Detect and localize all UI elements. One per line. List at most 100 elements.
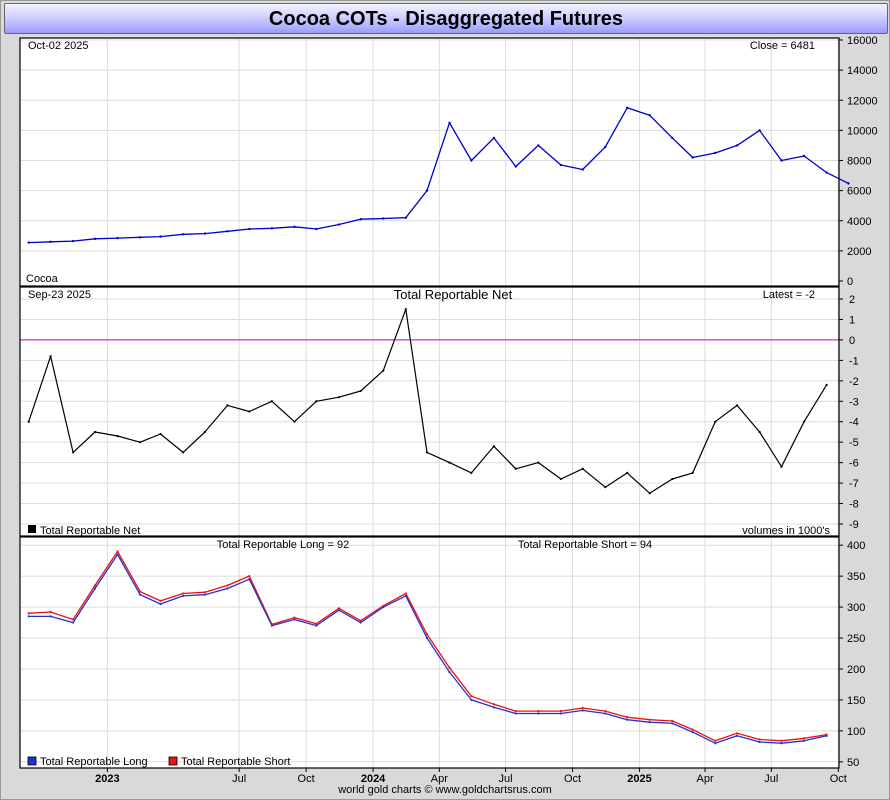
long-point bbox=[72, 621, 75, 624]
net-ytick-label: -1 bbox=[849, 355, 859, 367]
ls-ytick-label: 150 bbox=[847, 695, 865, 707]
long-point bbox=[780, 742, 783, 745]
net-point bbox=[626, 471, 629, 474]
ls-ytick-label: 250 bbox=[847, 633, 865, 645]
price-point bbox=[359, 218, 362, 221]
long-point bbox=[735, 734, 739, 737]
net-point bbox=[514, 467, 517, 470]
short-point bbox=[648, 718, 651, 721]
price-point bbox=[293, 225, 296, 228]
short-point bbox=[27, 612, 30, 615]
title-bar: Cocoa COTs - Disaggregated Futures bbox=[4, 3, 888, 34]
net-ytick-label: 0 bbox=[849, 335, 855, 347]
short-point bbox=[714, 739, 717, 742]
short-point bbox=[72, 618, 75, 621]
price-ytick-label: 6000 bbox=[847, 186, 871, 198]
net-point bbox=[492, 445, 496, 448]
long-point bbox=[581, 709, 584, 712]
short-point bbox=[181, 592, 185, 595]
long-point bbox=[116, 553, 119, 556]
long-point bbox=[226, 587, 229, 590]
price-point bbox=[226, 230, 229, 233]
net-point bbox=[139, 441, 142, 444]
long-point bbox=[470, 698, 473, 702]
net-point bbox=[226, 404, 229, 407]
long-point bbox=[425, 636, 429, 640]
net-point bbox=[825, 383, 828, 387]
net-point bbox=[203, 430, 207, 434]
short-legend-label: Total Reportable Short bbox=[181, 756, 290, 768]
x-tick-label: Oct bbox=[298, 773, 315, 785]
price-point bbox=[825, 171, 828, 174]
short-point bbox=[780, 739, 783, 742]
long-point bbox=[337, 609, 340, 612]
net-point bbox=[758, 430, 761, 434]
short-point bbox=[559, 709, 563, 713]
price-close-label: Close = 6481 bbox=[750, 40, 815, 52]
price-point bbox=[116, 236, 119, 240]
x-tick-label: Jul bbox=[764, 773, 778, 785]
x-tick-label: Oct bbox=[564, 773, 581, 785]
short-point bbox=[203, 591, 207, 594]
price-point bbox=[181, 233, 185, 236]
short-point bbox=[470, 695, 473, 698]
price-series-line bbox=[28, 107, 849, 244]
short-point bbox=[49, 610, 52, 614]
net-ytick-label: -8 bbox=[849, 499, 859, 511]
price-point bbox=[780, 159, 783, 162]
price-ytick-label: 12000 bbox=[847, 95, 878, 107]
price-point bbox=[648, 114, 651, 117]
price-point bbox=[581, 168, 584, 171]
long-point bbox=[27, 615, 30, 618]
price-ytick-label: 14000 bbox=[847, 65, 878, 77]
price-point bbox=[49, 240, 52, 244]
price-point bbox=[138, 236, 142, 239]
price-ytick-label: 0 bbox=[847, 276, 853, 288]
price-series-label: Cocoa bbox=[26, 273, 59, 285]
net-point bbox=[181, 451, 185, 454]
net-point bbox=[780, 465, 783, 468]
long-point bbox=[293, 618, 296, 621]
price-point bbox=[559, 163, 563, 167]
price-point bbox=[625, 106, 629, 109]
ls-ytick-label: 400 bbox=[847, 540, 865, 552]
price-ytick-label: 2000 bbox=[847, 246, 871, 258]
short-latest-label: Total Reportable Short = 94 bbox=[518, 539, 652, 551]
short-point bbox=[116, 550, 119, 553]
long-point bbox=[671, 722, 674, 725]
net-ytick-label: -3 bbox=[849, 396, 859, 408]
net-point bbox=[116, 434, 119, 438]
short-point bbox=[626, 716, 629, 719]
long-point bbox=[492, 706, 496, 709]
short-point bbox=[293, 616, 296, 619]
price-point bbox=[714, 151, 717, 155]
panel-2-background bbox=[20, 287, 839, 536]
volumes-note: volumes in 1000's bbox=[742, 525, 830, 537]
short-point bbox=[691, 728, 694, 731]
price-point bbox=[537, 144, 540, 147]
net-point bbox=[802, 420, 806, 423]
net-ytick-label: -5 bbox=[849, 437, 859, 449]
price-point bbox=[470, 159, 473, 162]
net-point bbox=[735, 404, 739, 407]
short-point bbox=[758, 738, 761, 741]
price-point bbox=[671, 136, 674, 140]
net-point bbox=[604, 486, 607, 489]
net-point bbox=[93, 430, 97, 434]
short-legend-swatch bbox=[168, 756, 178, 766]
long-point bbox=[181, 594, 185, 598]
price-ytick-label: 8000 bbox=[847, 156, 871, 168]
short-point bbox=[270, 623, 273, 626]
long-point bbox=[248, 578, 251, 581]
long-point bbox=[559, 712, 563, 715]
net-date-label: Sep-23 2025 bbox=[28, 289, 91, 301]
ls-ytick-label: 50 bbox=[847, 757, 859, 769]
net-point bbox=[248, 410, 251, 413]
x-tick-label: Apr bbox=[696, 773, 713, 785]
ls-ytick-label: 100 bbox=[847, 726, 865, 738]
short-point bbox=[248, 575, 251, 578]
net-point bbox=[537, 461, 540, 464]
price-point bbox=[382, 217, 385, 220]
price-point bbox=[404, 216, 408, 219]
